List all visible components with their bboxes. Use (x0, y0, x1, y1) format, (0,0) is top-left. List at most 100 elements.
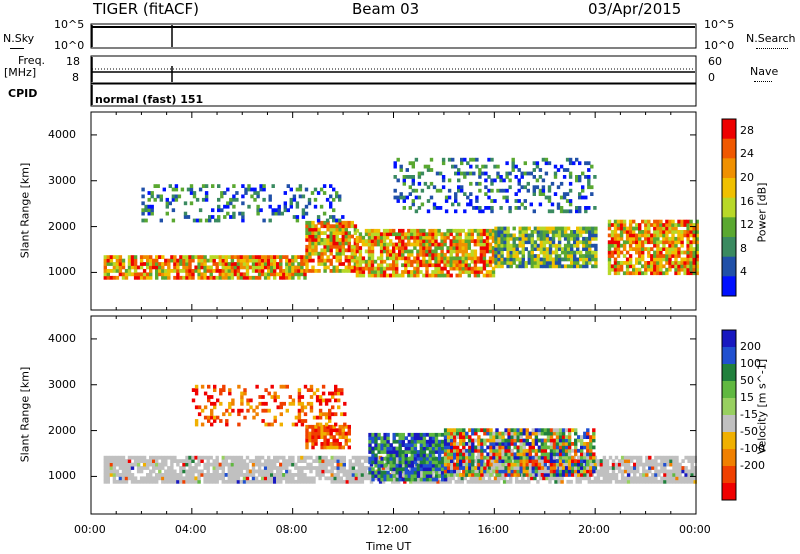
echo-cell-0-2 (470, 239, 474, 243)
echo-cell-0-2 (443, 273, 447, 278)
echo-cell-1-0 (684, 455, 688, 460)
echo-cell-0-1 (308, 244, 312, 249)
echo-cell-1-0 (206, 466, 210, 470)
echo-cell-0-6 (475, 164, 479, 169)
echo-cell-1-0 (614, 473, 619, 477)
echo-cell-0-4 (641, 247, 645, 251)
echo-cell-1-1 (311, 438, 315, 443)
echo-cell-1-0 (330, 473, 334, 477)
echo-cell-1-0 (672, 476, 676, 481)
echo-cell-1-0 (557, 476, 561, 481)
echo-cell-0-0 (221, 275, 225, 280)
echo-cell-0-5 (292, 215, 297, 219)
echo-cell-0-2 (385, 263, 390, 268)
echo-cell-1-0 (475, 455, 480, 460)
echo-cell-0-2 (446, 270, 450, 274)
echo-cell-0-5 (295, 215, 300, 219)
echo-cell-0-6 (411, 202, 415, 207)
echo-cell-0-3 (563, 254, 568, 258)
echo-cell-1-2 (383, 470, 387, 475)
echo-cell-1-0 (306, 466, 310, 470)
echo-cell-0-3 (515, 243, 519, 248)
echo-cell-0-6 (550, 202, 555, 207)
echo-cell-1-3 (486, 438, 490, 443)
echo-cell-0-4 (625, 240, 630, 245)
echo-cell-1-3 (592, 466, 596, 470)
echo-cell-1-0 (409, 479, 413, 484)
echo-cell-0-6 (478, 171, 482, 176)
echo-cell-1-3 (492, 442, 496, 446)
echo-cell-0-3 (588, 243, 592, 248)
echo-cell-0-0 (218, 258, 222, 263)
echo-cell-0-0 (182, 262, 186, 266)
echo-cell-0-3 (494, 250, 498, 255)
echo-cell-1-3 (446, 435, 451, 439)
echo-cell-1-3 (443, 466, 448, 470)
echo-cell-0-0 (158, 262, 162, 266)
echo-cell-0-5 (268, 197, 272, 202)
echo-cell-0-5 (226, 204, 230, 209)
echo-cell-1-2 (425, 470, 430, 475)
echo-cell-0-6 (523, 206, 527, 210)
velocity-colorbar-seg (722, 347, 736, 365)
echo-cell-1-0 (164, 469, 168, 474)
echo-cell-0-5 (329, 215, 333, 219)
echo-cell-1-2 (425, 446, 430, 451)
echo-cell-1-3 (549, 455, 554, 460)
echo-cell-0-5 (271, 184, 275, 188)
echo-cell-1-3 (468, 469, 472, 474)
echo-cell-1-3 (574, 431, 578, 436)
echo-cell-1-3 (519, 431, 523, 436)
echo-cell-1-3 (443, 469, 448, 474)
echo-cell-0-0 (263, 258, 268, 263)
echo-cell-0-3 (527, 250, 531, 255)
echo-cell-0-5 (235, 197, 239, 202)
echo-cell-0-4 (680, 219, 684, 224)
echo-cell-0-5 (183, 201, 188, 206)
echo-cell-1-3 (471, 459, 475, 463)
echo-cell-1-4 (328, 415, 332, 420)
echo-cell-1-0 (309, 469, 313, 474)
echo-cell-1-0 (206, 459, 210, 463)
echo-cell-1-0 (188, 479, 192, 484)
echo-cell-1-3 (489, 435, 493, 439)
echo-cell-1-0 (230, 466, 235, 470)
echo-cell-0-5 (204, 191, 209, 195)
echo-cell-0-2 (413, 273, 417, 278)
echo-cell-0-3 (506, 264, 510, 269)
echo-cell-0-6 (535, 164, 540, 169)
echo-cell-1-3 (522, 442, 526, 446)
echo-cell-0-0 (176, 265, 180, 270)
echo-cell-1-3 (564, 435, 569, 439)
echo-cell-0-6 (587, 181, 591, 186)
echo-cell-0-3 (533, 264, 538, 269)
echo-cell-1-3 (468, 455, 472, 460)
echo-cell-1-0 (251, 479, 256, 484)
echo-cell-0-2 (407, 259, 411, 264)
echo-cell-1-0 (481, 479, 486, 484)
echo-cell-0-3 (588, 261, 592, 265)
echo-cell-0-1 (317, 238, 321, 242)
echo-cell-1-0 (324, 469, 328, 474)
echo-cell-1-3 (450, 442, 454, 446)
echo-cell-0-6 (568, 157, 573, 162)
echo-cell-0-4 (662, 254, 666, 258)
echo-cell-0-2 (385, 256, 390, 261)
echo-cell-1-2 (413, 443, 418, 447)
echo-cell-0-4 (677, 223, 681, 227)
echo-cell-1-0 (348, 476, 352, 481)
echo-cell-1-0 (136, 466, 141, 470)
echo-cell-0-4 (650, 240, 654, 245)
echo-cell-0-2 (479, 259, 484, 264)
cpid-mode: normal (fast) 151 (95, 93, 204, 106)
echo-cell-0-5 (211, 215, 215, 219)
echo-cell-1-3 (443, 431, 448, 436)
echo-cell-0-2 (491, 232, 496, 237)
echo-cell-1-0 (306, 479, 310, 484)
echo-cell-0-0 (276, 272, 280, 277)
echo-cell-1-3 (561, 452, 566, 457)
echo-cell-1-0 (487, 479, 492, 484)
echo-cell-0-2 (428, 256, 432, 261)
echo-cell-1-3 (489, 431, 493, 436)
echo-cell-0-6 (475, 199, 479, 203)
